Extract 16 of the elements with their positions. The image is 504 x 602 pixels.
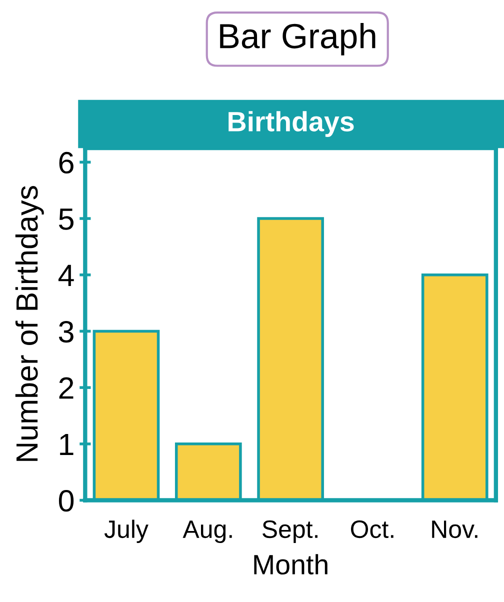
chart-title: Bar Graph [220,22,376,56]
x-tick-label: Aug. [182,520,232,544]
x-tick-label: Nov. [432,520,478,538]
y-tick-label: 6 [59,152,74,174]
y-tick-label: 2 [59,377,74,399]
y-tick-label: 3 [58,320,74,343]
y-tick-label: 5 [58,208,74,230]
y-axis-title: Number of Birthdays [15,186,44,461]
y-tick-label: 0 [58,490,74,512]
y-tick-label: 1 [60,434,74,455]
x-tick-label: July [104,520,148,544]
y-tick-label: 4 [58,264,74,286]
x-axis-title: Month [254,554,328,575]
chart-subtitle: Birthdays [228,111,354,137]
x-tick-label: Sept. [262,520,318,544]
x-tick-label: Oct. [350,520,394,538]
